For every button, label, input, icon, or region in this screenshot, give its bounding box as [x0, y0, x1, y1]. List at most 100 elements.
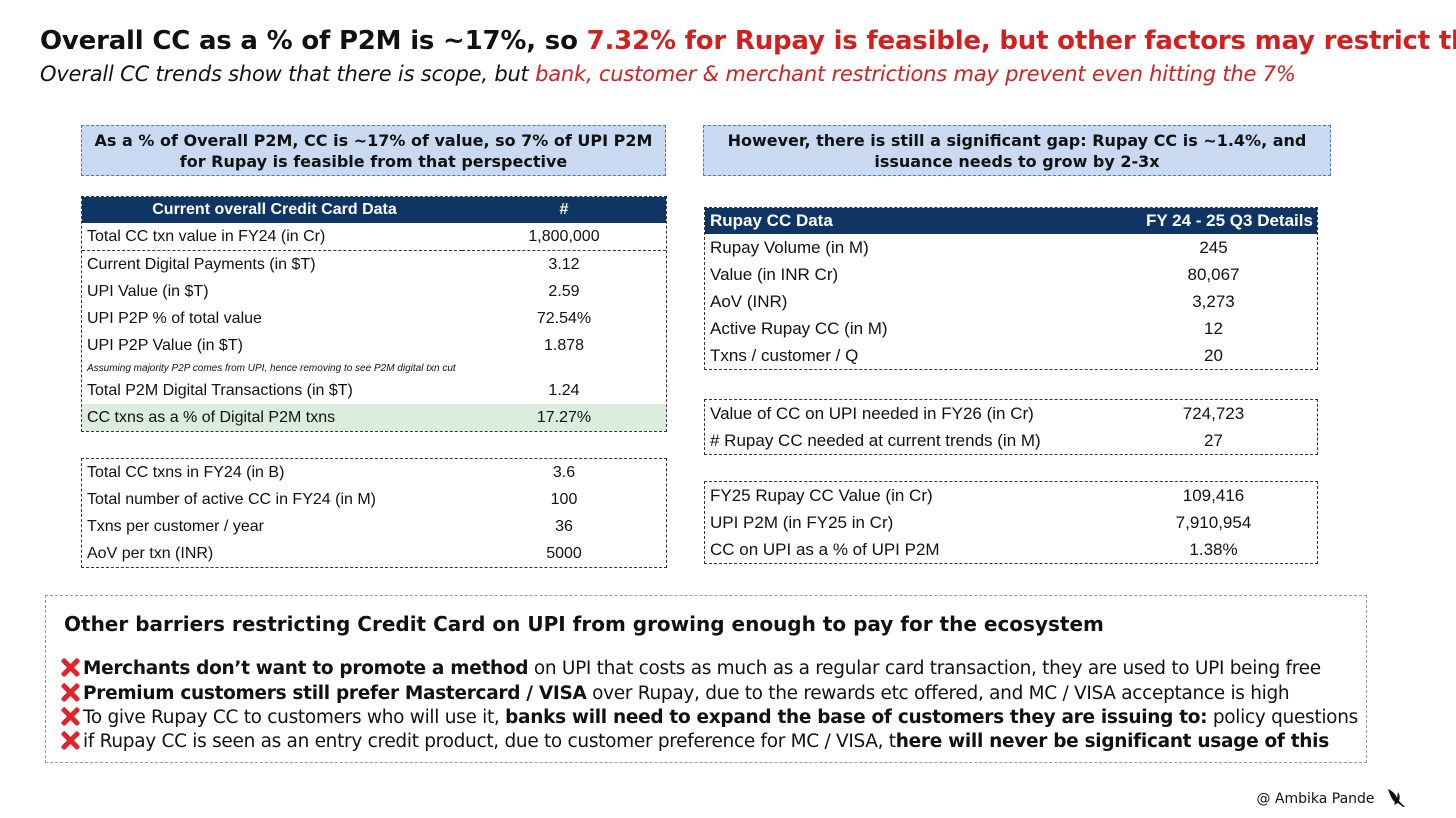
row-value: 724,723	[1182, 403, 1245, 423]
barrier-item: To give Rupay CC to customers who will u…	[60, 706, 1358, 728]
cc-activity-table: Total CC txns in FY24 (in B) 3.6 Total n…	[81, 458, 667, 568]
barrier-bold: Premium customers still prefer Mastercar…	[83, 683, 587, 704]
cross-mark-icon	[60, 706, 80, 726]
table-row: AoV (INR) 3,273	[705, 288, 1317, 315]
row-label: AoV per txn (INR)	[87, 544, 214, 562]
header-cell: Rupay CC Data	[705, 208, 1110, 234]
barrier-bold: Merchants don’t want to promote a method	[83, 658, 529, 679]
row-label: Total P2M Digital Transactions (in $T)	[87, 381, 353, 399]
subtitle-red-part: bank, customer & merchant restrictions m…	[535, 62, 1296, 86]
table-row: Current Digital Payments (in $T) 3.12	[82, 251, 666, 279]
row-label: Total CC txn value in FY24 (in Cr)	[82, 223, 462, 251]
row-label: Value (in INR Cr)	[710, 264, 839, 284]
barrier-text: To give Rupay CC to customers who will u…	[83, 707, 506, 728]
row-note: Assuming majority P2P comes from UPI, he…	[87, 362, 456, 374]
row-value: 2.59	[548, 282, 580, 300]
row-value: 5000	[546, 544, 582, 562]
row-value: 1.878	[543, 336, 585, 354]
row-label: Value of CC on UPI needed in FY26 (in Cr…	[710, 403, 1034, 423]
table-row: CC on UPI as a % of UPI P2M 1.38%	[705, 536, 1317, 563]
row-label: AoV (INR)	[710, 291, 788, 311]
row-label: CC txns as a % of Digital P2M txns	[82, 404, 462, 431]
table-row: Txns per customer / year 36	[82, 513, 666, 540]
row-label: UPI P2P % of total value	[87, 309, 262, 327]
author-name: @ Ambika Pande	[1256, 791, 1375, 807]
table-row: FY25 Rupay CC Value (in Cr) 109,416	[705, 482, 1317, 509]
row-value: 1.24	[548, 381, 580, 399]
highlighted-row: CC txns as a % of Digital P2M txns 17.27…	[82, 404, 666, 431]
barrier-text: on UPI that costs as much as a regular c…	[528, 658, 1321, 679]
header-cell: #	[462, 197, 666, 223]
table-row: AoV per txn (INR) 5000	[82, 540, 666, 567]
row-value: 100	[550, 490, 578, 508]
table-header-row: Rupay CC Data FY 24 - 25 Q3 Details	[705, 208, 1317, 234]
cross-mark-icon	[60, 657, 80, 677]
barrier-item: Premium customers still prefer Mastercar…	[60, 682, 1290, 704]
table-header-row: Current overall Credit Card Data #	[82, 197, 666, 223]
row-value: 20	[1204, 345, 1223, 365]
table-row: Total number of active CC in FY24 (in M)…	[82, 486, 666, 513]
row-label: Active Rupay CC (in M)	[710, 318, 888, 338]
cc-data-table: Current overall Credit Card Data # Total…	[81, 196, 667, 432]
table-row: Total P2M Digital Transactions (in $T) 1…	[82, 377, 666, 404]
callout-right: However, there is still a significant ga…	[703, 125, 1331, 176]
cross-mark-icon	[60, 730, 80, 750]
barrier-item: if Rupay CC is seen as an entry credit p…	[60, 730, 1329, 752]
slide-subtitle: Overall CC trends show that there is sco…	[40, 62, 1296, 86]
barriers-title: Other barriers restricting Credit Card o…	[64, 612, 1104, 636]
rupay-data-table: Rupay CC Data FY 24 - 25 Q3 Details Rupa…	[704, 207, 1318, 370]
row-label: FY25 Rupay CC Value (in Cr)	[710, 485, 933, 505]
row-value: 80,067	[1187, 264, 1240, 284]
row-value: 27	[1204, 430, 1223, 450]
row-label: UPI Value (in $T)	[87, 282, 209, 300]
row-value: 3.12	[548, 255, 580, 273]
row-label: Txns per customer / year	[87, 517, 264, 535]
header-cell: FY 24 - 25 Q3 Details	[1110, 208, 1317, 234]
row-value: 17.27%	[462, 404, 666, 431]
footer: @ Ambika Pande	[1256, 783, 1411, 809]
row-label: CC on UPI as a % of UPI P2M	[710, 539, 940, 559]
callout-left: As a % of Overall P2M, CC is ~17% of val…	[81, 125, 666, 176]
barrier-item: Merchants don’t want to promote a method…	[60, 657, 1321, 679]
barrier-text: over Rupay, due to the rewards etc offer…	[586, 683, 1290, 704]
row-label: Current Digital Payments (in $T)	[87, 255, 316, 273]
title-black-part: Overall CC as a % of P2M is ~17%, so	[40, 26, 587, 56]
table-row: UPI P2P Value (in $T) 1.878	[82, 332, 666, 359]
row-label: UPI P2P Value (in $T)	[87, 336, 243, 354]
table-row: Rupay Volume (in M) 245	[705, 234, 1317, 261]
row-value: 7,910,954	[1175, 512, 1252, 532]
row-value: 1.38%	[1189, 539, 1238, 559]
row-value: 109,416	[1182, 485, 1245, 505]
barrier-text: policy questions	[1207, 707, 1358, 728]
row-value: 36	[555, 517, 573, 535]
table-row: Txns / customer / Q 20	[705, 342, 1317, 369]
table-row: Value (in INR Cr) 80,067	[705, 261, 1317, 288]
table-row: Value of CC on UPI needed in FY26 (in Cr…	[705, 400, 1317, 427]
table-row: Total CC txns in FY24 (in B) 3.6	[82, 459, 666, 486]
table-row: Active Rupay CC (in M) 12	[705, 315, 1317, 342]
row-value: 245	[1199, 237, 1228, 257]
barriers-box: Other barriers restricting Credit Card o…	[45, 595, 1367, 763]
table-note-row: Assuming majority P2P comes from UPI, he…	[82, 359, 666, 377]
header-cell: Current overall Credit Card Data	[82, 197, 462, 223]
barrier-bold: banks will need to expand the base of cu…	[505, 707, 1208, 728]
table-row: UPI P2P % of total value 72.54%	[82, 305, 666, 332]
table-row: # Rupay CC needed at current trends (in …	[705, 427, 1317, 454]
table-row: UPI P2M (in FY25 in Cr) 7,910,954	[705, 509, 1317, 536]
row-label: # Rupay CC needed at current trends (in …	[710, 430, 1041, 450]
table-row: UPI Value (in $T) 2.59	[82, 278, 666, 305]
row-label: Txns / customer / Q	[710, 345, 859, 365]
bird-logo-icon	[1388, 789, 1405, 807]
barrier-text: if Rupay CC is seen as an entry credit p…	[83, 731, 896, 752]
row-value: 3,273	[1192, 291, 1235, 311]
table-row: Total CC txn value in FY24 (in Cr) 1,800…	[82, 223, 666, 251]
barrier-bold: here will never be significant usage of …	[895, 731, 1329, 752]
subtitle-black-part: Overall CC trends show that there is sco…	[40, 62, 536, 86]
row-label: Total CC txns in FY24 (in B)	[87, 463, 285, 481]
cross-mark-icon	[60, 682, 80, 702]
row-value: 3.6	[552, 463, 576, 481]
row-label: UPI P2M (in FY25 in Cr)	[710, 512, 894, 532]
rupay-share-table: FY25 Rupay CC Value (in Cr) 109,416 UPI …	[704, 481, 1318, 564]
row-value: 1,800,000	[462, 223, 666, 251]
row-label: Total number of active CC in FY24 (in M)	[87, 490, 376, 508]
